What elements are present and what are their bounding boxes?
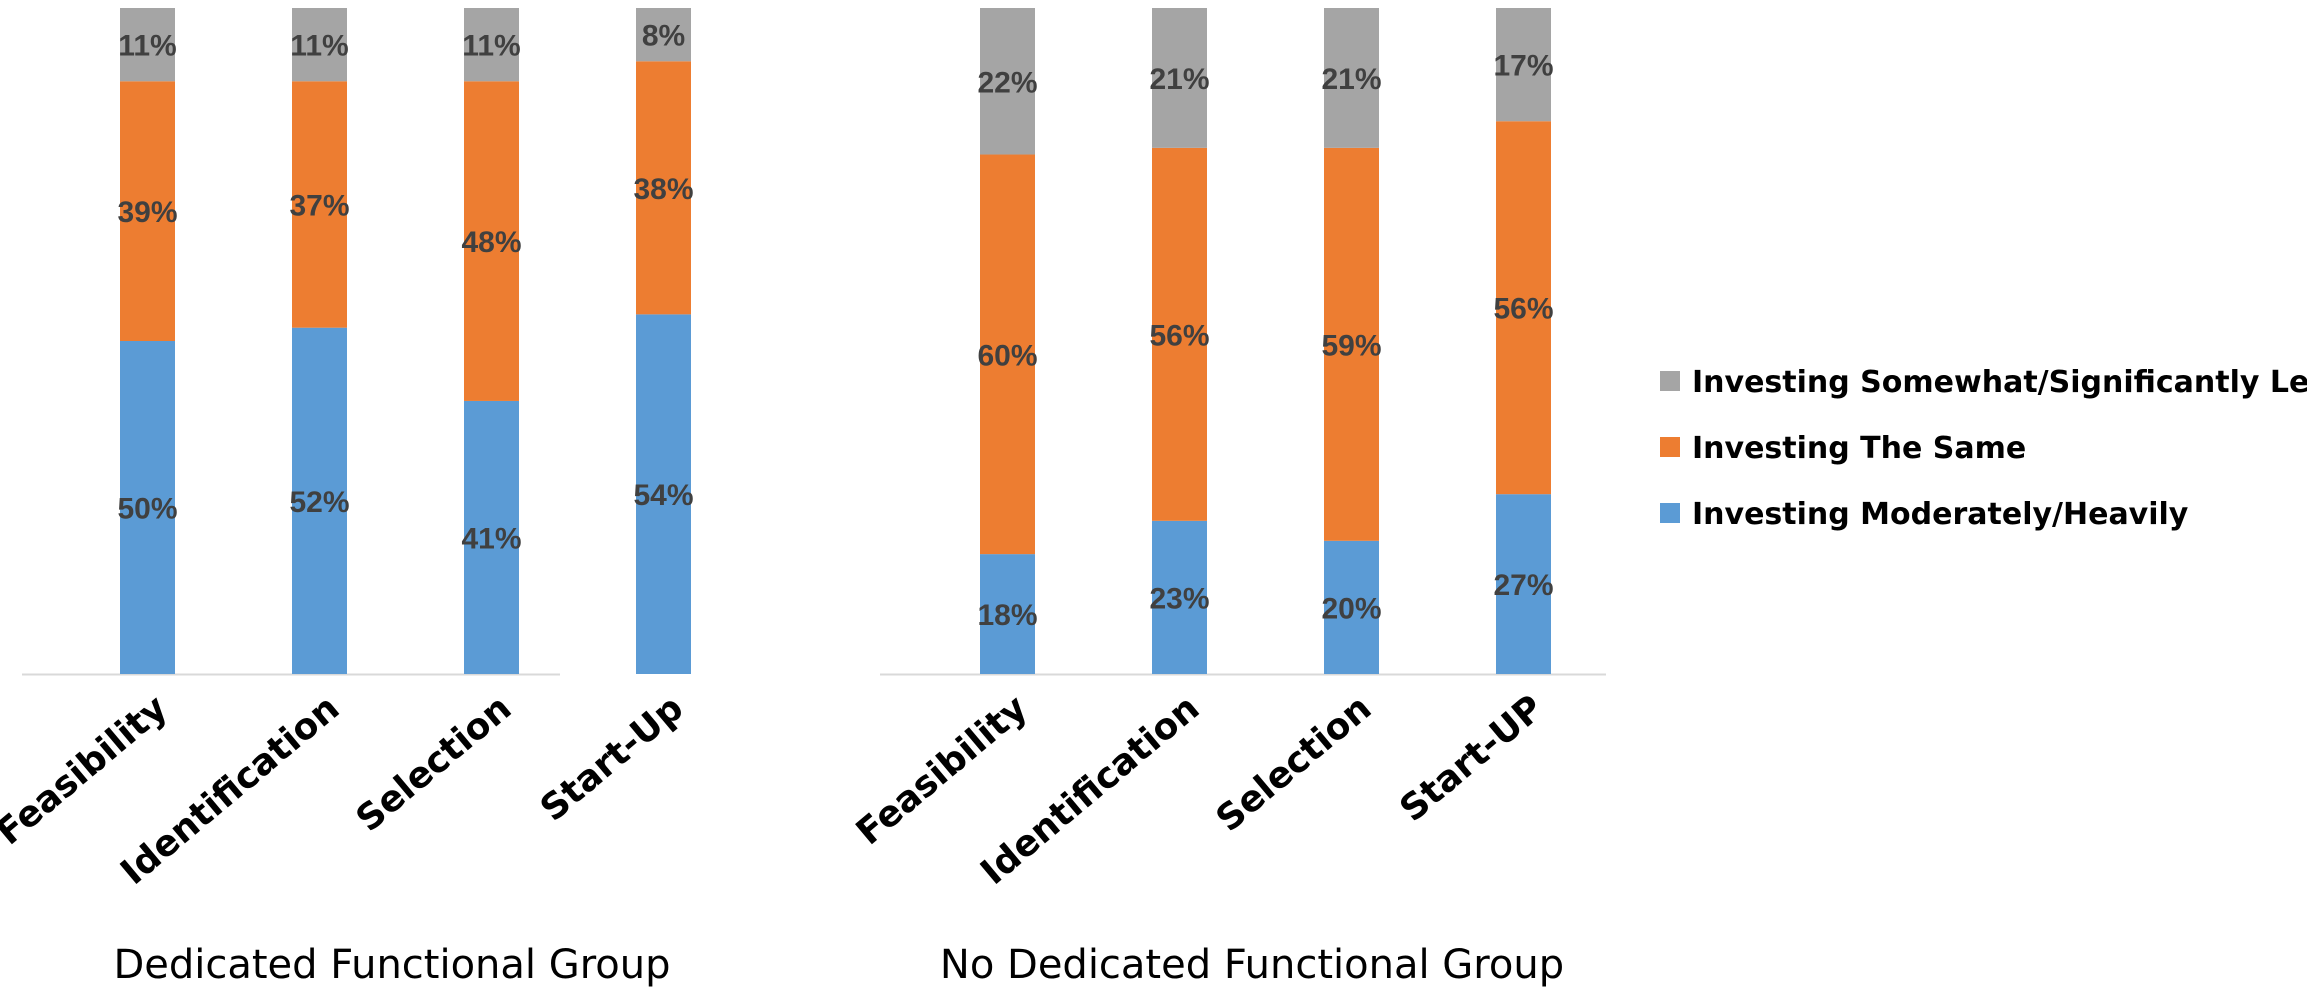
data-label: 50% xyxy=(117,493,177,526)
data-label: 56% xyxy=(1493,293,1553,326)
bar-segment-investing-the-same xyxy=(1152,147,1207,521)
category-label: Selection xyxy=(349,687,520,839)
data-label: 23% xyxy=(1149,582,1209,615)
data-label: 11% xyxy=(118,30,176,63)
group-label: Dedicated Functional Group xyxy=(113,942,670,988)
data-label: 59% xyxy=(1321,329,1381,362)
data-label: 18% xyxy=(977,599,1037,632)
data-label: 38% xyxy=(633,173,693,206)
data-label: 27% xyxy=(1493,569,1553,602)
data-label: 21% xyxy=(1321,63,1381,96)
bar-segment-investing-moderately-heavily xyxy=(292,327,347,674)
bar-segment-investing-somewhat-significantly-less xyxy=(1496,8,1551,122)
bar-segment-investing-moderately-heavily xyxy=(120,341,175,674)
legend-swatch xyxy=(1660,371,1680,391)
data-label: 37% xyxy=(289,189,349,222)
bar-segment-investing-the-same xyxy=(464,81,519,401)
legend-swatch xyxy=(1660,437,1680,457)
data-label: 54% xyxy=(633,479,693,512)
bar-segment-investing-moderately-heavily xyxy=(1324,540,1379,674)
bar-segment-investing-somewhat-significantly-less xyxy=(120,8,175,82)
bar-segment-investing-moderately-heavily xyxy=(636,314,691,674)
bar-segment-investing-moderately-heavily xyxy=(464,400,519,674)
data-label: 39% xyxy=(117,196,177,229)
bar-segment-investing-somewhat-significantly-less xyxy=(1324,8,1379,148)
bar-segment-investing-somewhat-significantly-less xyxy=(1152,8,1207,148)
bar-segment-investing-moderately-heavily xyxy=(980,554,1035,674)
legend-label: Investing Somewhat/Significantly Less xyxy=(1692,365,2307,400)
data-label: 11% xyxy=(290,30,348,63)
category-label: Feasibility xyxy=(849,687,1036,853)
category-label: Feasibility xyxy=(0,687,175,853)
data-label: 41% xyxy=(461,522,521,555)
data-label: 22% xyxy=(977,66,1037,99)
bar-segment-investing-somewhat-significantly-less xyxy=(292,8,347,82)
bar-segment-investing-the-same xyxy=(636,61,691,315)
bar-segment-investing-somewhat-significantly-less xyxy=(636,8,691,62)
bar-segment-investing-the-same xyxy=(120,81,175,341)
bar-segment-investing-moderately-heavily xyxy=(1496,494,1551,674)
legend-label: Investing Moderately/Heavily xyxy=(1692,497,2189,532)
legend-label: Investing The Same xyxy=(1692,431,2026,466)
data-label: 56% xyxy=(1149,319,1209,352)
data-label: 60% xyxy=(977,339,1037,372)
bar-segment-investing-moderately-heavily xyxy=(1152,520,1207,674)
bar-segment-investing-somewhat-significantly-less xyxy=(464,8,519,82)
data-label: 21% xyxy=(1149,63,1209,96)
data-label: 11% xyxy=(462,30,520,63)
category-label: Start-UP xyxy=(1392,687,1551,830)
category-label: Selection xyxy=(1209,687,1380,839)
legend-swatch xyxy=(1660,503,1680,523)
data-label: 52% xyxy=(289,486,349,519)
data-label: 48% xyxy=(461,226,521,259)
bar-segment-investing-somewhat-significantly-less xyxy=(980,8,1035,155)
data-label: 17% xyxy=(1493,50,1553,83)
bar-segment-investing-the-same xyxy=(1324,147,1379,541)
category-label: Start-Up xyxy=(533,687,691,829)
data-label: 8% xyxy=(642,20,685,53)
bar-segment-investing-the-same xyxy=(292,81,347,328)
bar-segment-investing-the-same xyxy=(980,154,1035,555)
group-label: No Dedicated Functional Group xyxy=(940,942,1564,988)
bar-segment-investing-the-same xyxy=(1496,121,1551,495)
data-label: 20% xyxy=(1321,592,1381,625)
